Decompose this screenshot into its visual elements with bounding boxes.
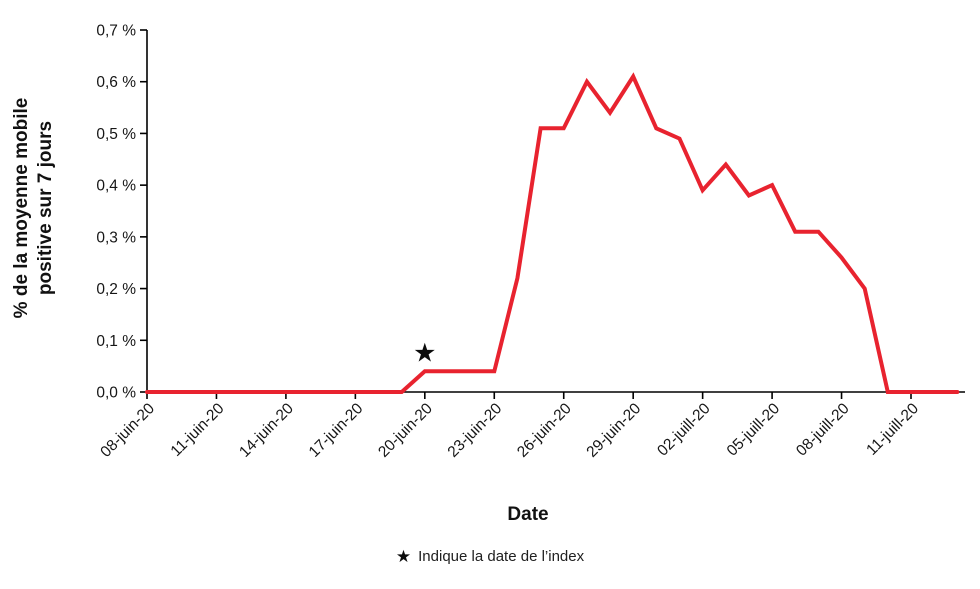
y-axis-title-line2: positive sur 7 jours — [35, 120, 56, 296]
legend-label: Indique la date de l’index — [418, 548, 585, 565]
svg-text:23-juin-20: 23-juin-20 — [445, 400, 506, 461]
svg-text:0,0 %: 0,0 % — [96, 385, 136, 402]
svg-text:0,5 %: 0,5 % — [96, 126, 136, 143]
svg-text:05-juill-20: 05-juill-20 — [724, 400, 784, 460]
legend: ★ Indique la date de l’index — [0, 546, 980, 566]
svg-text:26-juin-20: 26-juin-20 — [514, 400, 575, 461]
svg-text:11-juill-20: 11-juill-20 — [863, 400, 922, 459]
svg-text:0,3 %: 0,3 % — [96, 229, 136, 246]
svg-text:02-juill-20: 02-juill-20 — [654, 400, 714, 460]
svg-text:29-juin-20: 29-juin-20 — [583, 400, 644, 461]
y-axis-title-line1: % de la moyenne mobile — [11, 97, 32, 319]
svg-text:20-juin-20: 20-juin-20 — [375, 400, 436, 461]
svg-text:08-juill-20: 08-juill-20 — [793, 400, 853, 460]
svg-text:0,4 %: 0,4 % — [96, 178, 136, 195]
svg-text:08-juin-20: 08-juin-20 — [97, 400, 158, 461]
svg-text:0,7 %: 0,7 % — [96, 23, 136, 40]
index-date-star-marker: ★ — [413, 338, 436, 368]
svg-text:14-juin-20: 14-juin-20 — [236, 400, 297, 461]
line-chart-plot: 0,0 % 0,1 % 0,2 % 0,3 % 0,4 % 0,5 % 0,6 % 0,7 %… — [96, 23, 965, 461]
svg-text:17-juin-20: 17-juin-20 — [306, 400, 367, 461]
y-axis-title: % de la moyenne mobile positive sur 7 jo… — [10, 98, 58, 319]
x-axis-title: Date — [507, 504, 549, 525]
svg-text:0,2 %: 0,2 % — [96, 281, 136, 298]
star-icon: ★ — [395, 547, 412, 566]
svg-text:0,6 %: 0,6 % — [96, 74, 136, 91]
svg-text:0,1 %: 0,1 % — [96, 333, 136, 350]
svg-text:11-juin-20: 11-juin-20 — [168, 400, 228, 460]
